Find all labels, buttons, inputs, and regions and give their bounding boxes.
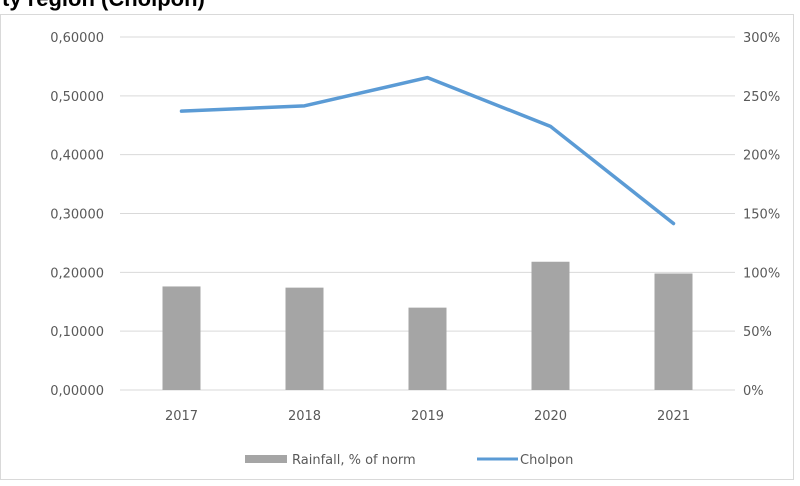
left-tick-label: 0,10000 xyxy=(50,325,104,340)
left-tick-label: 0,40000 xyxy=(50,149,104,164)
right-axis-ticks: 0% 50% 100% 150% 200% 250% 300% xyxy=(743,31,780,399)
left-axis-ticks: 0,00000 0,10000 0,20000 0,30000 0,40000 0,500… xyxy=(50,31,104,399)
left-tick-label: 0,00000 xyxy=(50,384,104,399)
x-tick-label: 2019 xyxy=(411,409,444,424)
bar xyxy=(162,286,201,390)
bar xyxy=(531,261,570,390)
bar-series-rainfall xyxy=(162,261,693,390)
legend-label-rainfall: Rainfall, % of norm xyxy=(292,453,416,468)
right-tick-label: 300% xyxy=(743,31,780,46)
right-tick-label: 0% xyxy=(743,384,764,399)
left-tick-label: 0,20000 xyxy=(50,266,104,281)
page-title: ty region (Cholpon) xyxy=(2,0,205,12)
bar xyxy=(408,307,447,390)
x-tick-label: 2017 xyxy=(165,409,198,424)
legend: Rainfall, % of norm Cholpon xyxy=(245,453,573,468)
legend-swatch-rainfall xyxy=(245,455,287,463)
x-tick-label: 2021 xyxy=(657,409,690,424)
left-tick-label: 0,60000 xyxy=(50,31,104,46)
line-series-cholpon xyxy=(179,75,676,226)
x-tick-label: 2020 xyxy=(534,409,567,424)
right-tick-label: 250% xyxy=(743,90,780,105)
bar xyxy=(654,273,693,390)
right-tick-label: 100% xyxy=(743,266,780,281)
chart-frame xyxy=(0,14,794,480)
right-tick-label: 150% xyxy=(743,208,780,223)
left-tick-label: 0,30000 xyxy=(50,208,104,223)
x-tick-label: 2018 xyxy=(288,409,321,424)
x-axis-ticks: 2017 2018 2019 2020 2021 xyxy=(165,409,690,424)
left-tick-label: 0,50000 xyxy=(50,90,104,105)
bar xyxy=(285,287,324,390)
right-tick-label: 50% xyxy=(743,325,772,340)
line-path xyxy=(179,75,676,226)
right-tick-label: 200% xyxy=(743,149,780,164)
legend-label-cholpon: Cholpon xyxy=(520,453,573,468)
